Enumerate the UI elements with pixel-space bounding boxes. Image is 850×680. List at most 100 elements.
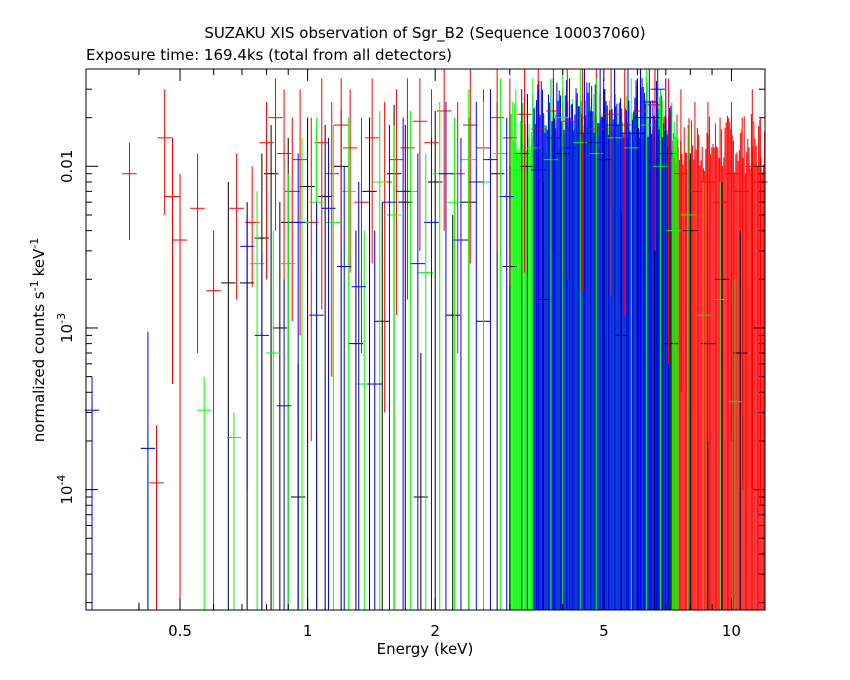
y-tick-label: 10-4 [55,475,76,505]
x-tick-label: 2 [430,622,440,640]
y-tick-label: 10-3 [55,313,76,343]
data-point [84,376,100,610]
data-point [687,101,703,413]
data-point [620,69,636,610]
x-tick-label: 0.5 [168,622,192,640]
data-point [410,153,426,610]
data-point [607,69,622,610]
data-point [517,69,532,273]
data-point [342,89,358,273]
data-point [476,101,491,610]
y-axis-label-exp1: -1 [28,280,41,291]
data-point [351,181,366,610]
x-axis-label: Energy (keV) [377,640,474,658]
data-point [259,101,274,280]
data-point [436,69,452,231]
data-point [432,101,447,610]
data-point [650,69,665,610]
data-point [733,230,748,610]
data-point [341,117,356,610]
data-point [469,101,484,610]
data-point [290,153,306,610]
data-point [562,78,577,610]
y-axis-label-unit: keV [30,248,48,276]
data-point [221,181,236,610]
data-point [140,331,156,610]
data-point [292,89,308,336]
data-point [508,89,524,610]
data-point [229,153,244,300]
data-point [696,181,711,610]
data-point [514,89,529,610]
data-point [122,142,137,241]
data-point [712,181,728,610]
data-point [190,153,205,354]
data-point [483,89,498,610]
data-point [354,117,369,354]
data-point [546,78,561,610]
data-series-layer [84,69,768,611]
data-point [700,101,716,441]
data-point [364,78,380,264]
data-point [530,89,546,610]
data-point [398,125,413,610]
data-point [658,78,674,610]
data-point [254,250,270,610]
data-point [592,69,608,610]
data-point [453,137,469,610]
series-2 [140,69,743,610]
data-point [623,78,639,610]
data-point [266,230,281,610]
y-axis-label-exp2: -1 [28,238,41,249]
data-point [614,214,629,610]
data-point [666,137,681,610]
data-point [268,78,283,231]
data-point [412,78,428,251]
data-point [300,117,315,610]
data-point [280,173,296,610]
data-point [427,110,443,610]
data-point [639,69,654,610]
axis-ticks [85,68,765,610]
x-tick-label: 10 [722,622,741,640]
data-point [493,78,508,610]
data-point [647,69,663,251]
data-point [418,153,433,610]
data-point [367,230,382,610]
data-point [463,69,478,264]
data-point [447,117,462,610]
data-point [348,230,364,610]
y-tick-label-base: 10 [58,486,76,505]
data-point [633,69,648,610]
data-point [502,78,518,287]
data-point [395,117,411,610]
data-point [589,78,604,610]
data-point [336,166,352,610]
data-point [149,425,164,610]
data-point [714,181,730,610]
data-point [333,78,349,251]
data-point [575,69,590,291]
y-tick-label: 0.01 [58,150,76,183]
data-point [294,137,310,610]
y-axis-label: normalized counts s-1keV-1 [28,238,48,442]
data-point [206,230,221,610]
data-point [727,279,743,610]
data-point [734,117,750,490]
y-tick-label-exp: -3 [55,313,68,324]
data-point [276,279,292,610]
data-point [157,89,172,215]
data-point [543,78,559,610]
data-point [499,117,514,610]
x-tick-label: 1 [303,622,313,640]
data-point [680,125,696,610]
data-point [263,125,279,610]
y-axis-label-main: normalized counts s [30,291,48,442]
x-tick-label: 5 [599,622,609,640]
y-tick-label-base: 10 [58,324,76,343]
data-point [285,117,300,322]
data-point [321,137,336,610]
data-point [309,202,324,610]
